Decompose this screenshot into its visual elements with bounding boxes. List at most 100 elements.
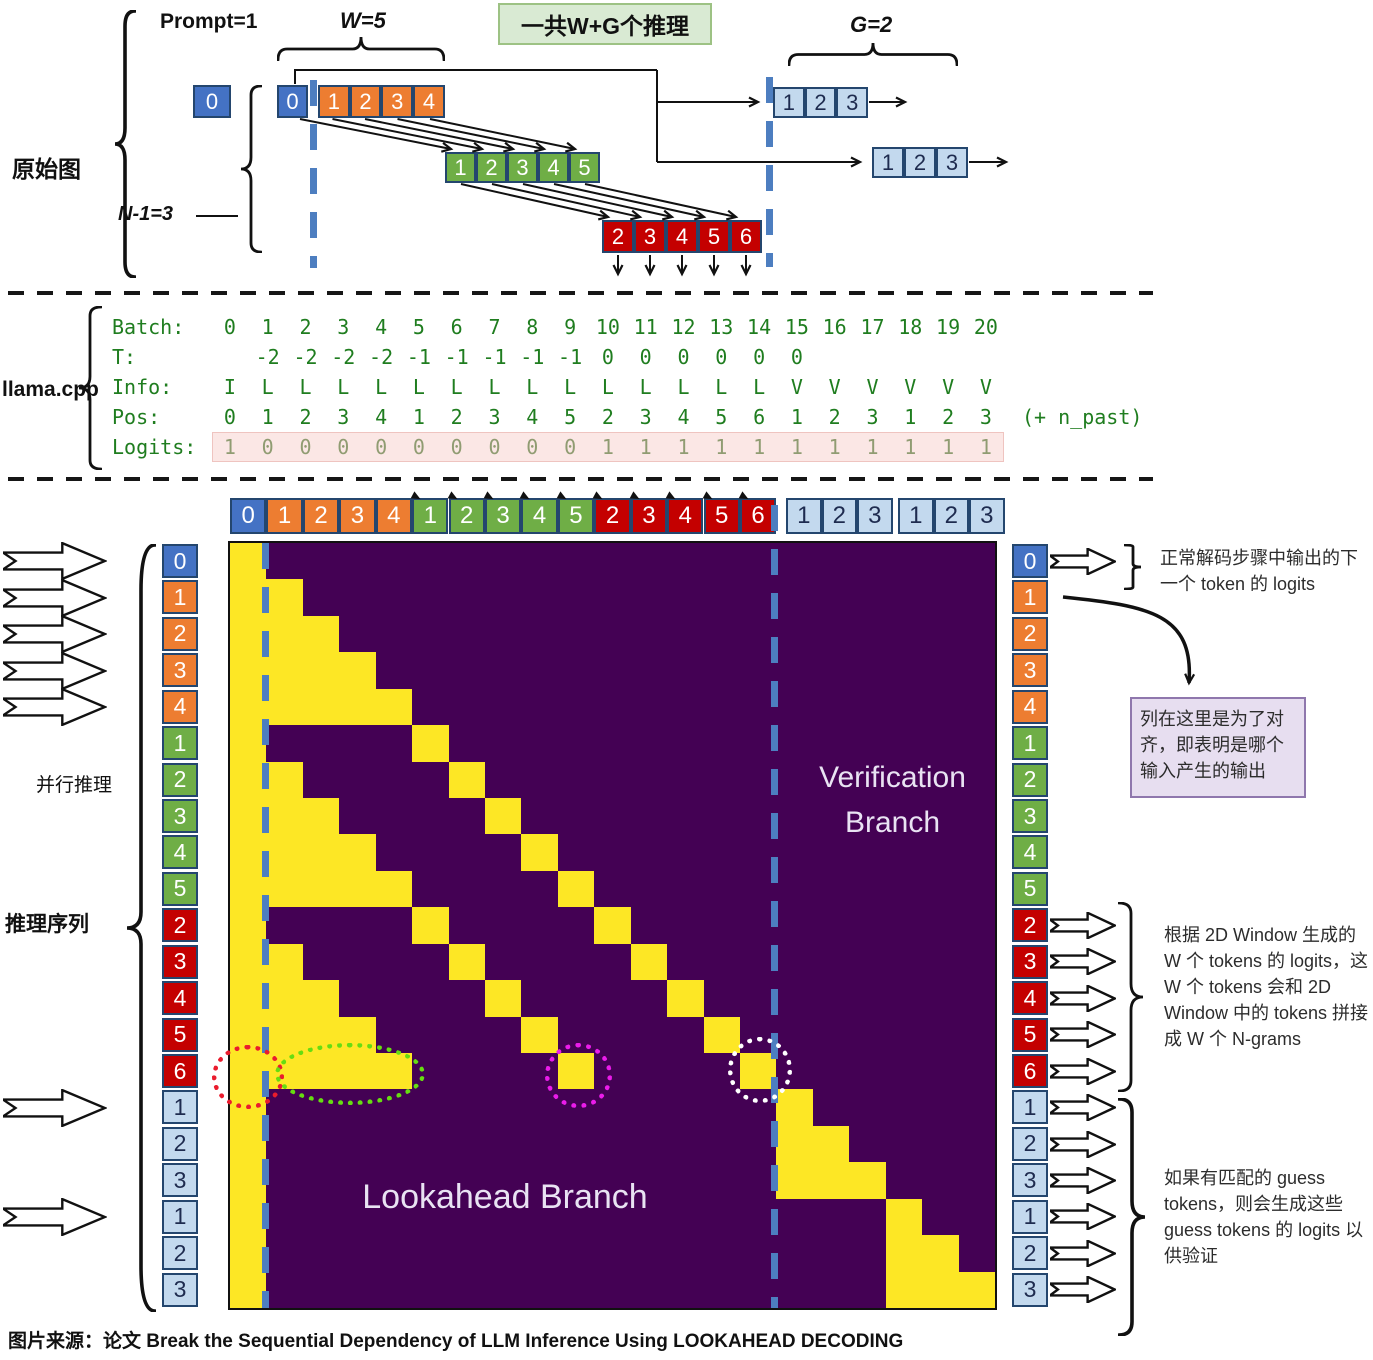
- matrix-cell: [230, 870, 267, 908]
- matrix-cell: [412, 907, 449, 944]
- matrix-cell: [849, 1199, 885, 1235]
- llama-value: 0: [715, 345, 728, 369]
- matrix-cell: [631, 652, 667, 688]
- llama-value: -2: [331, 345, 356, 369]
- matrix-cell: [959, 980, 995, 1016]
- matrix-cell: [485, 762, 521, 798]
- matrix-cell: [631, 1235, 667, 1271]
- token: 2: [349, 85, 382, 118]
- token: 4: [1012, 689, 1048, 724]
- matrix-cell: [849, 652, 885, 688]
- matrix-cell: [886, 944, 922, 980]
- white-dotted-circle: [728, 1037, 792, 1103]
- token: 1: [872, 147, 904, 178]
- matrix-cell: [776, 1199, 812, 1235]
- llama-value: I: [223, 375, 236, 399]
- matrix-cell: [886, 907, 922, 943]
- token: 4: [538, 152, 569, 183]
- matrix-cell: [266, 1272, 302, 1308]
- matrix-cell: [449, 689, 485, 725]
- matrix-cell: [594, 762, 630, 798]
- matrix-cell: [448, 943, 485, 981]
- token: 3: [162, 799, 198, 833]
- token: 3: [969, 498, 1005, 534]
- matrix-cell: [922, 1235, 959, 1272]
- token: 1: [445, 152, 476, 183]
- token: 3: [162, 1163, 198, 1198]
- incoming-arrow-mark: [519, 491, 532, 503]
- token: 5: [556, 491, 595, 534]
- matrix-cell: [266, 652, 303, 689]
- token: 1: [898, 498, 934, 534]
- llama-brace: [78, 306, 102, 470]
- token: 1: [1012, 726, 1048, 761]
- matrix-cell: [922, 652, 958, 688]
- matrix-cell: [922, 944, 958, 980]
- note-guess-tokens: 如果有匹配的 guess tokens，则会生成这些 guess tokens …: [1164, 1168, 1364, 1267]
- token: 3: [162, 653, 198, 688]
- matrix-cell: [959, 1126, 995, 1162]
- matrix-cell: [631, 689, 667, 725]
- matrix-cell: [302, 615, 340, 653]
- matrix-cell: [266, 943, 303, 981]
- matrix-cell: [230, 1271, 267, 1308]
- matrix-cell: [558, 725, 594, 761]
- matrix-cell: [521, 652, 557, 688]
- matrix-cell: [303, 1272, 339, 1308]
- llama-value: 2: [299, 405, 312, 429]
- matrix-cell: [558, 907, 594, 943]
- token: 6: [162, 1054, 198, 1089]
- logits-highlight-box: [212, 432, 1004, 462]
- incoming-arrow-mark: [592, 491, 605, 503]
- matrix-cell: [558, 944, 594, 980]
- matrix-cell: [849, 907, 885, 943]
- matrix-cell: [886, 1017, 922, 1053]
- llama-value: 11: [633, 315, 658, 339]
- matrix-cell: [886, 871, 922, 907]
- llama-value: 3: [488, 405, 501, 429]
- token: 5: [569, 152, 600, 183]
- matrix-cell: [667, 1017, 703, 1053]
- matrix-cell: [375, 870, 413, 908]
- matrix-cell: [303, 1235, 339, 1271]
- matrix-cell: [266, 1235, 302, 1271]
- total-inference-banner: 一共W+G个推理: [498, 3, 712, 45]
- matrix-cell: [521, 616, 557, 652]
- matrix-cell: [667, 1089, 703, 1125]
- matrix-cell: [230, 1125, 267, 1163]
- matrix-cell: [485, 579, 521, 615]
- llama-value: L: [677, 375, 690, 399]
- matrix-cell: [485, 871, 521, 907]
- matrix-cell: [704, 689, 740, 725]
- llama-value: 1: [261, 405, 274, 429]
- matrix-cell: [412, 1235, 448, 1271]
- token: 1: [786, 498, 822, 534]
- incoming-arrow-mark: [410, 491, 423, 503]
- output-arrow-icon: [1050, 1239, 1116, 1267]
- matrix-cell: [521, 1126, 557, 1162]
- matrix-cell: [230, 725, 267, 762]
- token: 2: [821, 498, 857, 534]
- matrix-cell: [485, 1089, 521, 1125]
- matrix-cell: [631, 1272, 667, 1308]
- output-arrow-icon: [1050, 1021, 1116, 1049]
- token: 2: [162, 1236, 198, 1271]
- matrix-cell: [303, 725, 339, 761]
- matrix-cell: [813, 616, 849, 652]
- output-arrow-icon: [1050, 1130, 1116, 1158]
- matrix-cell: [302, 870, 340, 908]
- matrix-cell: [631, 1017, 667, 1053]
- llama-value: 0: [601, 345, 614, 369]
- matrix-cell: [339, 798, 375, 834]
- red-dotted-circle: [212, 1045, 284, 1109]
- matrix-cell: [704, 1235, 740, 1271]
- matrix-cell: [230, 1198, 267, 1236]
- llama-value: V: [828, 375, 841, 399]
- token: 2: [447, 491, 485, 534]
- token: 0: [230, 498, 267, 534]
- llama-row-suffix: (+ n_past): [1022, 405, 1143, 429]
- matrix-cell: [776, 1089, 813, 1126]
- matrix-cell: [704, 944, 740, 980]
- llama-value: 1: [223, 435, 236, 459]
- output-arrow-icon: [1050, 547, 1116, 575]
